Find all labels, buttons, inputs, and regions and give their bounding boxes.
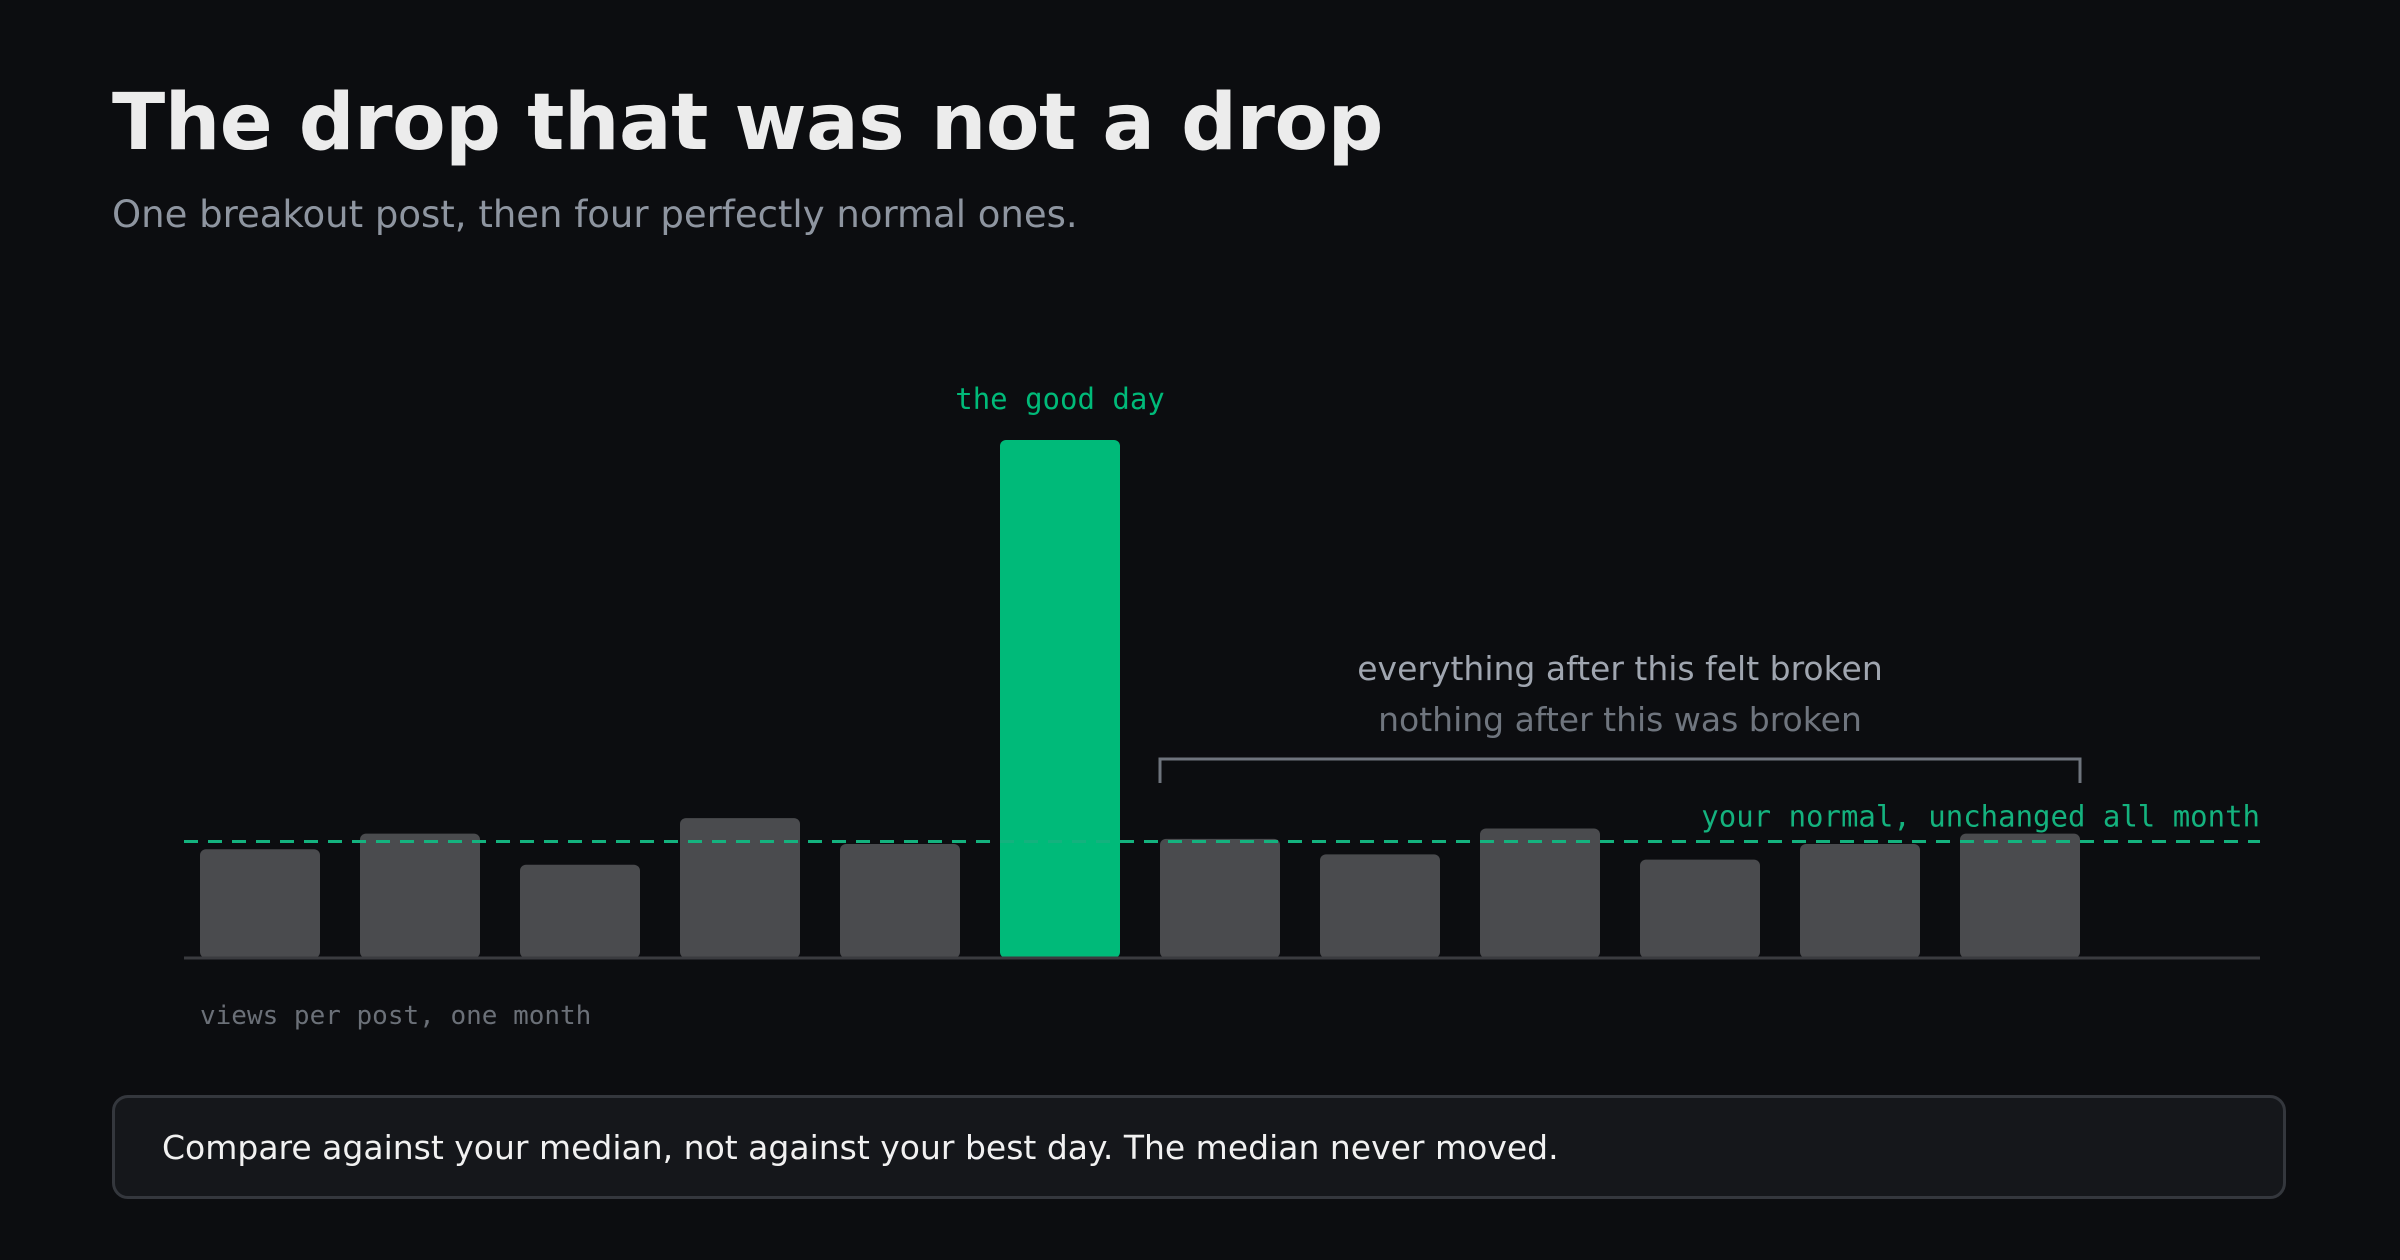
bar	[840, 844, 960, 958]
bars-group	[200, 440, 2080, 958]
bar	[520, 864, 640, 958]
bracket-label-was: nothing after this was broken	[1378, 700, 1862, 739]
callout-text: Compare against your median, not against…	[162, 1128, 1559, 1167]
bar	[200, 849, 320, 958]
bar	[1640, 859, 1760, 958]
bar	[360, 833, 480, 958]
highlight-label: the good day	[955, 382, 1165, 416]
after-peak-bracket	[1158, 757, 2082, 783]
bar	[1160, 838, 1280, 958]
bar-highlight	[1000, 440, 1120, 958]
bar	[1960, 833, 2080, 958]
callout-box: Compare against your median, not against…	[112, 1095, 2286, 1199]
median-label: your normal, unchanged all month	[1701, 799, 2260, 833]
x-axis-label: views per post, one month	[200, 1001, 591, 1031]
page-title: The drop that was not a drop	[112, 78, 1383, 168]
bar	[1800, 844, 1920, 958]
bar	[680, 818, 800, 958]
bracket-label-felt: everything after this felt broken	[1357, 649, 1883, 688]
page-subtitle: One breakout post, then four perfectly n…	[112, 193, 1078, 236]
bar	[1480, 828, 1600, 958]
bar	[1320, 854, 1440, 958]
